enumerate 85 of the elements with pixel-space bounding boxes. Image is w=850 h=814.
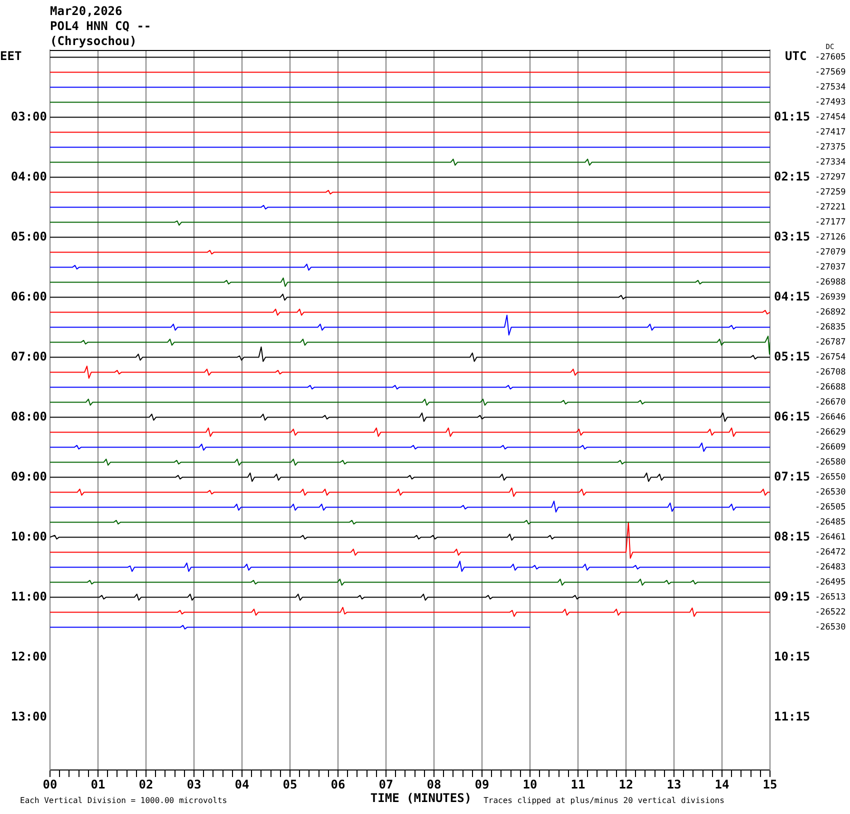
text: -27569 bbox=[815, 67, 846, 78]
y2-tick-label: 09:15 bbox=[774, 589, 810, 604]
y-axis-title: EET bbox=[0, 49, 22, 64]
y2-tick-label: 02:15 bbox=[774, 169, 810, 184]
y-tick-label: 12:00 bbox=[10, 649, 47, 664]
text: -27334 bbox=[815, 157, 846, 168]
y2-tick-label: 06:15 bbox=[774, 409, 810, 424]
x-axis-title: TIME (MINUTES) bbox=[370, 791, 472, 806]
text: -26688 bbox=[815, 382, 846, 392]
text: -26580 bbox=[815, 457, 846, 468]
text: -26485 bbox=[815, 517, 846, 528]
text: Traces clipped at plus/minus 20 vertical divisions bbox=[484, 796, 725, 806]
text: -26787 bbox=[815, 337, 846, 348]
y-tick-label: 06:00 bbox=[10, 289, 47, 304]
y2-tick-label: 08:15 bbox=[774, 529, 810, 544]
y-tick-label: 11:00 bbox=[10, 589, 47, 604]
y2-tick-label: 07:15 bbox=[774, 469, 810, 484]
x-tick-label: 02 bbox=[138, 777, 154, 792]
text: -27259 bbox=[815, 187, 846, 198]
x-tick-label: 05 bbox=[282, 777, 298, 792]
x-tick-label: 04 bbox=[234, 777, 250, 792]
y-tick-label: 08:00 bbox=[10, 409, 47, 424]
text: -26530 bbox=[815, 622, 846, 632]
y-tick-label: 04:00 bbox=[10, 169, 47, 184]
y2-tick-label: 05:15 bbox=[774, 349, 810, 364]
y-tick-label: 10:00 bbox=[10, 529, 47, 544]
text: -26513 bbox=[815, 592, 846, 602]
text: -27221 bbox=[815, 202, 846, 212]
text: -26629 bbox=[815, 427, 846, 438]
y-tick-label: 05:00 bbox=[10, 229, 47, 244]
y2-tick-label: 03:15 bbox=[774, 229, 810, 244]
text: -26670 bbox=[815, 397, 846, 408]
text: -26472 bbox=[815, 547, 846, 558]
x-tick-label: 10 bbox=[522, 777, 538, 792]
text: -27126 bbox=[815, 232, 846, 242]
x-tick-label: 07 bbox=[378, 777, 394, 792]
x-tick-label: 13 bbox=[666, 777, 682, 792]
y-tick-label: 03:00 bbox=[10, 109, 47, 124]
text: -27079 bbox=[815, 247, 846, 258]
chart-subtitle: POL4 HNN CQ -- bbox=[50, 19, 152, 34]
text: -26609 bbox=[815, 442, 846, 452]
text: -26495 bbox=[815, 577, 846, 588]
text: -27417 bbox=[815, 127, 846, 138]
text: -27493 bbox=[815, 97, 846, 108]
x-tick-label: 00 bbox=[42, 777, 58, 792]
y2-tick-label: 04:15 bbox=[774, 289, 810, 304]
text: -26522 bbox=[815, 607, 846, 618]
x-tick-label: 11 bbox=[570, 777, 586, 792]
text: -26550 bbox=[815, 472, 846, 482]
text: (Chrysochou) bbox=[50, 34, 137, 48]
x-tick-label: 03 bbox=[186, 777, 202, 792]
y2-axis-title: UTC bbox=[785, 49, 807, 64]
x-tick-label: 08 bbox=[426, 777, 442, 792]
text: -27297 bbox=[815, 172, 846, 182]
x-tick-label: 12 bbox=[618, 777, 634, 792]
text: -26530 bbox=[815, 487, 846, 498]
text: -27534 bbox=[815, 82, 846, 92]
text: -26754 bbox=[815, 352, 846, 362]
y-tick-label: 09:00 bbox=[10, 469, 47, 484]
text: Each Vertical Division = 1000.00 microvolts bbox=[20, 796, 228, 806]
x-tick-label: 01 bbox=[90, 777, 106, 792]
text: -27375 bbox=[815, 142, 846, 152]
y-tick-label: 13:00 bbox=[10, 709, 47, 724]
text: -26892 bbox=[815, 307, 846, 318]
text: -26835 bbox=[815, 322, 846, 332]
text: -26939 bbox=[815, 292, 846, 302]
text: -27037 bbox=[815, 262, 846, 272]
chart-title: Mar20,2026 bbox=[50, 4, 122, 18]
text: -26988 bbox=[815, 277, 846, 288]
x-tick-label: 09 bbox=[474, 777, 490, 792]
y2-tick-label: 01:15 bbox=[774, 109, 810, 124]
x-tick-label: 06 bbox=[330, 777, 346, 792]
text: -26461 bbox=[815, 532, 846, 542]
text: -26708 bbox=[815, 367, 846, 378]
text: -27454 bbox=[815, 112, 846, 122]
y-tick-label: 07:00 bbox=[10, 349, 47, 364]
x-tick-label: 14 bbox=[714, 777, 730, 792]
text: -26483 bbox=[815, 562, 846, 572]
text: -26646 bbox=[815, 412, 846, 422]
x-tick-label: 15 bbox=[762, 777, 778, 792]
text: -27177 bbox=[815, 217, 846, 228]
text: -27605 bbox=[815, 52, 846, 62]
text: -26505 bbox=[815, 502, 846, 512]
y2-tick-label: 11:15 bbox=[774, 709, 810, 724]
y2-tick-label: 10:15 bbox=[774, 649, 810, 664]
